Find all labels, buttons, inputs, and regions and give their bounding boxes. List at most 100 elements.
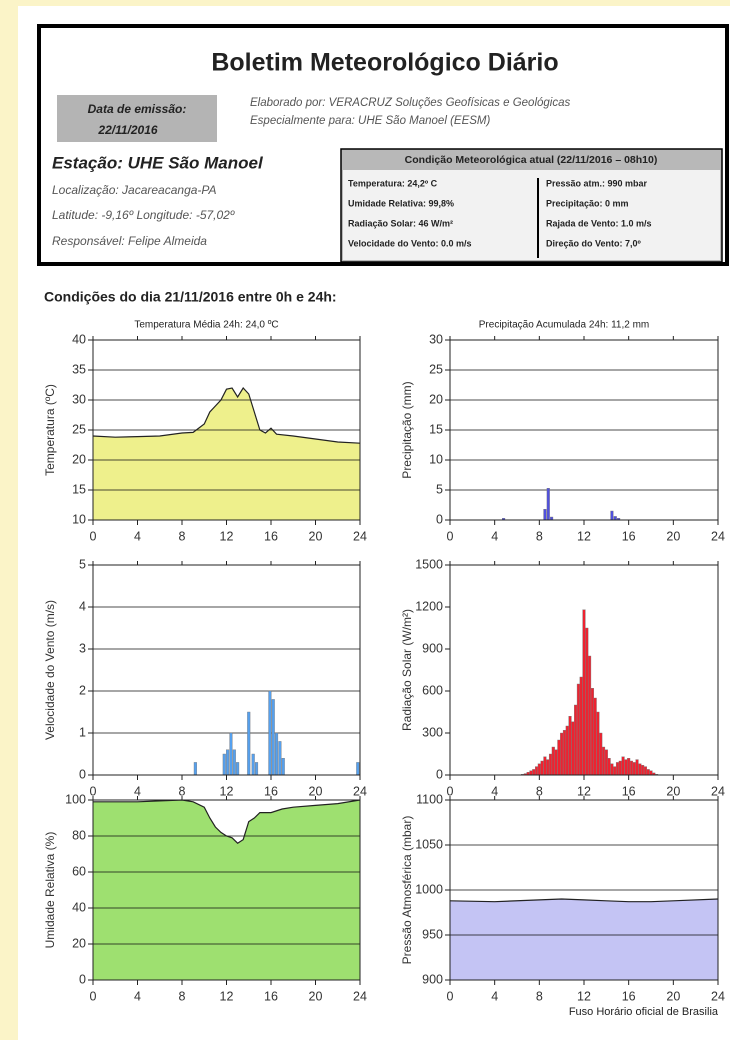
y-tick-label: 5 [436, 482, 443, 496]
bar [574, 704, 578, 776]
bar [232, 749, 236, 776]
y-tick-label: 0 [79, 767, 86, 781]
x-tick-label: 20 [666, 989, 680, 1003]
bar [599, 732, 603, 776]
x-tick-label: 0 [90, 529, 97, 543]
y-tick-label: 20 [72, 452, 86, 466]
conditions-inner [343, 170, 720, 260]
bar [621, 756, 625, 776]
bar [554, 749, 558, 776]
made-by: Elaborado por: VERACRUZ Soluções Geofísi… [250, 97, 570, 109]
y-tick-label: 15 [429, 422, 443, 436]
bar [251, 753, 255, 776]
issue-box [57, 95, 217, 142]
y-tick-label: 900 [422, 641, 443, 655]
x-tick-label: 0 [447, 989, 454, 1003]
bar [540, 760, 544, 776]
x-tick-label: 24 [711, 529, 725, 543]
x-tick-label: 20 [666, 529, 680, 543]
bar [596, 711, 600, 776]
footer: Fuso Horário oficial de Brasilia [569, 1006, 719, 1018]
bar [610, 763, 614, 776]
y-tick-label: 5 [79, 557, 86, 571]
made-for: Especialmente para: UHE São Manoel (EESM… [250, 115, 490, 127]
bar [551, 746, 555, 776]
x-tick-label: 24 [711, 784, 725, 798]
condition-item: Temperatura: 24,2º C [348, 178, 438, 188]
x-tick-label: 12 [577, 784, 591, 798]
area-fill [450, 899, 718, 980]
bar [546, 759, 550, 776]
bar [568, 716, 572, 776]
y-tick-label: 60 [72, 864, 86, 878]
y-tick-label: 20 [429, 392, 443, 406]
x-tick-label: 20 [309, 989, 323, 1003]
bar [529, 770, 533, 776]
bar [571, 721, 575, 776]
x-tick-label: 0 [90, 784, 97, 798]
x-tick-label: 12 [220, 529, 234, 543]
bar [557, 739, 561, 776]
x-tick-label: 8 [536, 529, 543, 543]
y-tick-label: 3 [79, 641, 86, 655]
bar [278, 741, 282, 776]
condition-item: Rajada de Vento: 1.0 m/s [546, 218, 652, 228]
x-tick-label: 24 [353, 989, 367, 1003]
bar [649, 770, 653, 776]
x-tick-label: 16 [264, 529, 278, 543]
y-tick-label: 10 [72, 512, 86, 526]
y-tick-label: 0 [436, 767, 443, 781]
title: Boletim Meteorológico Diário [211, 49, 558, 77]
condition-item: Umidade Relativa: 99,8% [348, 198, 454, 208]
y-tick-label: 40 [72, 900, 86, 914]
bar [271, 699, 275, 776]
bar [638, 763, 642, 776]
y-tick-label: 950 [422, 927, 443, 941]
bar [543, 509, 547, 521]
bar [548, 753, 553, 776]
bar [226, 749, 230, 776]
x-tick-label: 8 [179, 989, 186, 1003]
x-tick-label: 16 [264, 784, 278, 798]
x-tick-label: 8 [179, 529, 186, 543]
y-tick-label: 1500 [415, 557, 443, 571]
bar [532, 769, 536, 776]
bar [643, 766, 647, 776]
y-tick-label: 1100 [416, 792, 443, 806]
chart-title: Temperatura Média 24h: 24,0 ºC [134, 320, 278, 331]
y-tick-label: 900 [422, 972, 443, 986]
x-tick-label: 24 [711, 989, 725, 1003]
bar [607, 758, 611, 776]
x-tick-label: 16 [622, 989, 636, 1003]
condition-item: Direção do Vento: 7,0º [546, 238, 642, 248]
responsible: Responsável: Felipe Almeida [52, 234, 207, 248]
bar [275, 732, 279, 776]
y-tick-label: 25 [72, 422, 86, 436]
y-axis-label: Velocidade do Vento (m/s) [43, 600, 57, 740]
x-tick-label: 8 [536, 989, 543, 1003]
x-tick-label: 8 [536, 784, 543, 798]
x-tick-label: 4 [134, 784, 141, 798]
bar [593, 697, 597, 776]
bar [618, 760, 622, 776]
y-tick-label: 1200 [415, 599, 443, 613]
bar [615, 762, 620, 776]
bar [588, 655, 592, 776]
x-tick-label: 20 [309, 529, 323, 543]
bar [610, 510, 614, 521]
y-tick-label: 15 [72, 482, 86, 496]
bar [604, 749, 608, 776]
x-tick-label: 16 [264, 989, 278, 1003]
bar [535, 766, 539, 776]
bar [627, 758, 631, 776]
x-tick-label: 0 [447, 784, 454, 798]
bar [255, 762, 259, 776]
x-tick-label: 0 [447, 529, 454, 543]
x-tick-label: 12 [220, 989, 234, 1003]
y-tick-label: 4 [79, 599, 86, 613]
x-tick-label: 12 [577, 989, 591, 1003]
bar [613, 766, 617, 776]
y-axis-label: Radiação Solar (W/m²) [400, 609, 414, 731]
y-tick-label: 35 [72, 362, 86, 376]
coords: Latitude: -9,16º Longitude: -57,02º [52, 208, 235, 222]
